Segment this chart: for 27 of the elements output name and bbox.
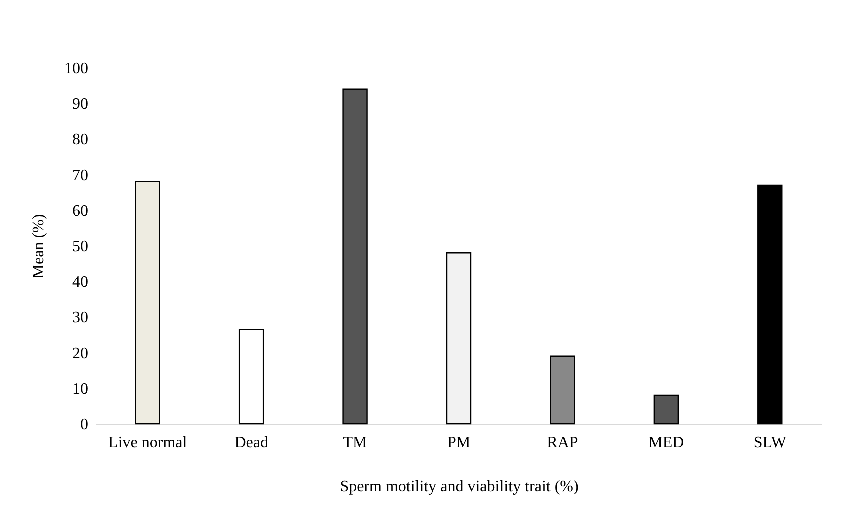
y-tick-label: 20 [72,345,88,362]
bar [654,394,680,425]
y-tick-label: 70 [72,167,88,184]
y-tick-label: 0 [80,416,88,434]
bar [758,184,783,425]
x-tick-label: TM [343,434,368,452]
bar [446,252,472,425]
bar [238,329,264,425]
bar [135,181,160,425]
y-tick-label: 60 [72,202,88,220]
bar [342,88,368,425]
x-axis-title: Sperm motility and viability trait (%) [340,478,579,496]
x-tick-label: Live normal [108,434,188,452]
y-axis-title: Mean (%) [30,214,48,279]
y-tick-label: 40 [72,274,88,292]
x-tick-label: MED [648,434,684,452]
y-tick-label: 90 [72,96,88,114]
y-tick-label: 50 [72,238,88,256]
y-tick-label: 10 [72,380,88,398]
x-tick-label: Dead [234,434,268,452]
y-tick-label: 100 [64,60,88,78]
x-tick-label: RAP [547,434,578,452]
x-tick-label: PM [447,434,471,452]
x-tick-label: SLW [754,434,788,452]
bar [550,356,576,425]
y-tick-label: 30 [72,310,88,327]
y-tick-label: 80 [72,132,88,149]
